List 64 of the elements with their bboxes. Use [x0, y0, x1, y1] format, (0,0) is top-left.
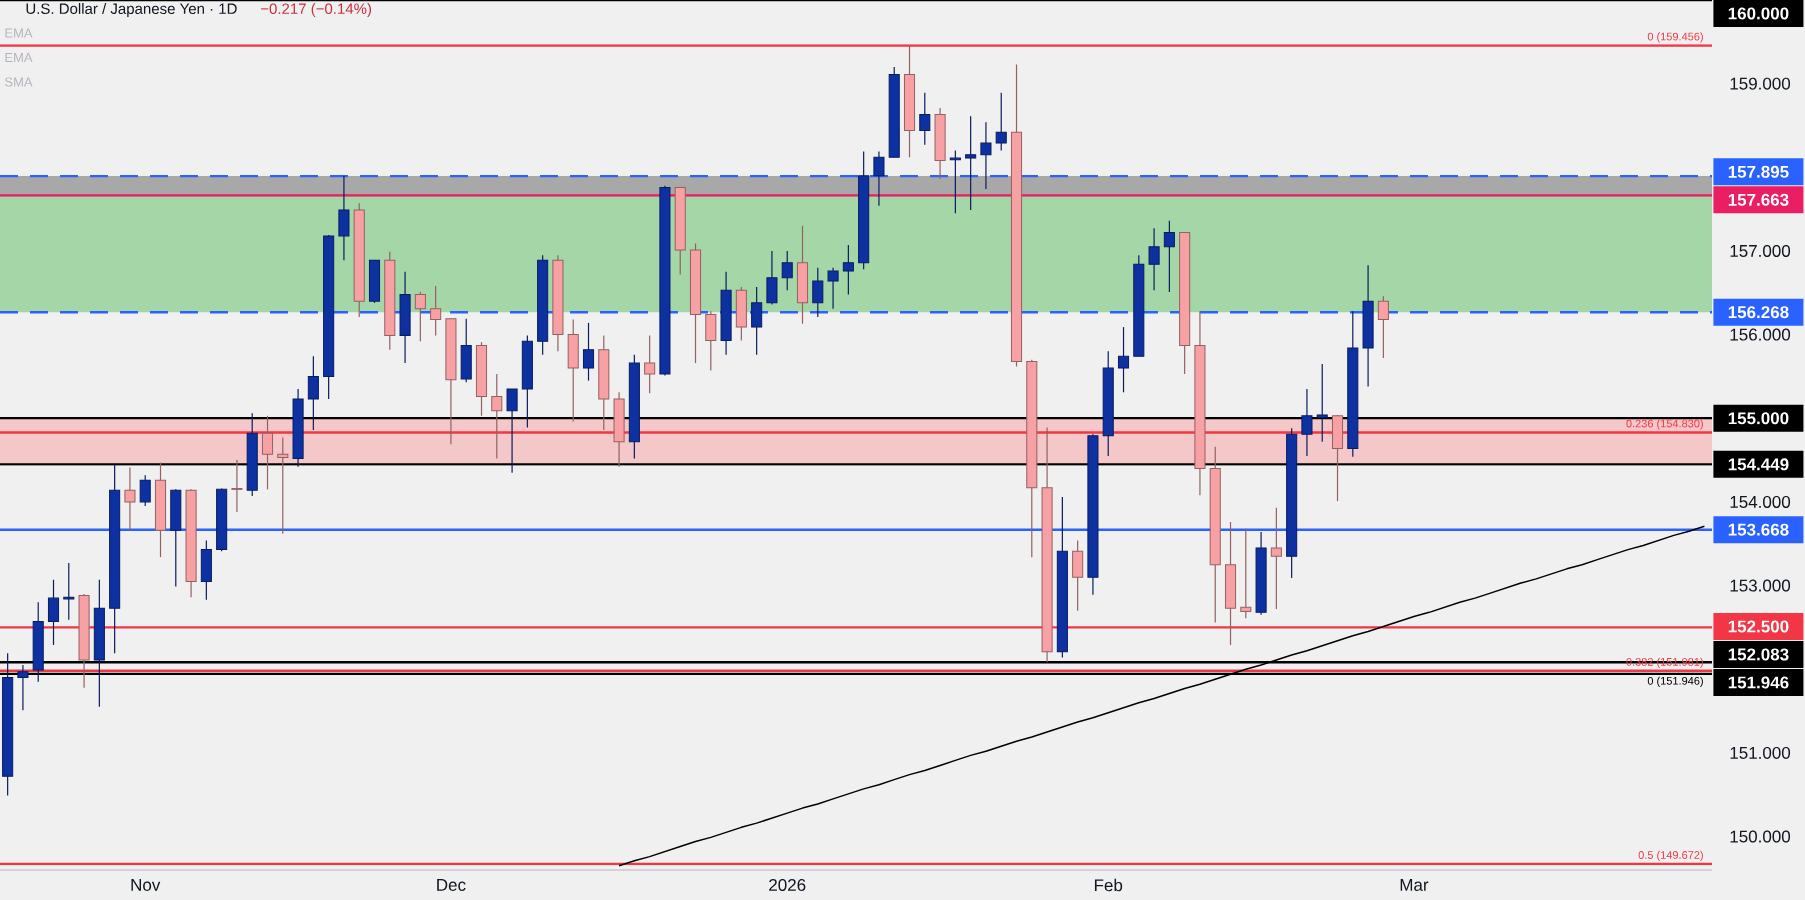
candlestick	[17, 664, 29, 711]
candlestick	[124, 467, 136, 531]
ref-line-label: 152.083	[1728, 648, 1789, 661]
ref-line-label: 153.668	[1728, 523, 1789, 536]
y-tick-label: 157.000	[1730, 244, 1791, 257]
ref-line-label: 152.500	[1728, 620, 1789, 633]
candlestick	[277, 436, 289, 535]
candlestick	[949, 149, 961, 214]
candlestick	[47, 579, 60, 646]
ref-line-label: 154.449	[1728, 458, 1789, 471]
chart-title: U.S. Dollar / Japanese Yen · 1D	[26, 3, 237, 17]
candlestick	[491, 373, 503, 460]
annotation: SMA	[5, 77, 33, 87]
annotation: EMA	[5, 28, 33, 38]
annotation: 0 (159.456)	[1647, 32, 1703, 43]
candlestick	[1270, 507, 1282, 610]
candlestick	[842, 244, 854, 296]
ref-line-label: 160.000	[1728, 7, 1789, 20]
y-tick-label: 154.000	[1730, 495, 1791, 508]
candlestick	[827, 267, 839, 310]
candlestick	[307, 355, 319, 431]
ref-line-label: 151.946	[1728, 676, 1789, 689]
ref-line-label: 156.268	[1728, 306, 1789, 319]
candlestick	[231, 459, 243, 513]
y-tick-label: 156.000	[1730, 328, 1791, 341]
candlestick	[781, 250, 793, 291]
candlestick	[430, 285, 442, 337]
candlestick	[1148, 227, 1160, 291]
ref-line-label: 157.663	[1728, 193, 1789, 206]
x-tick-label: Mar	[1400, 879, 1429, 891]
candlestick	[1301, 388, 1313, 457]
y-tick-label: 150.000	[1730, 830, 1791, 843]
annotation: EMA	[5, 53, 33, 62]
candlestick	[261, 415, 274, 490]
candlestick	[1163, 220, 1175, 293]
candlestick	[980, 121, 992, 190]
candlestick	[995, 92, 1007, 152]
candlestick	[582, 322, 595, 382]
candlestick	[414, 291, 426, 342]
candlestick	[919, 92, 931, 146]
y-tick-label: 159.000	[1730, 77, 1791, 90]
x-tick-label: Feb	[1094, 878, 1123, 892]
x-tick-label: Nov	[131, 879, 161, 891]
annotation: 0.5 (149.672)	[1638, 850, 1703, 862]
candlestick	[1316, 363, 1328, 443]
y-tick-label: 151.000	[1730, 746, 1791, 759]
annotation: 0 (151.946)	[1647, 676, 1703, 687]
candlestick	[1377, 295, 1389, 359]
x-tick-label: 2026	[769, 879, 806, 892]
x-tick-label: Dec	[437, 879, 466, 891]
ref-line-label: 157.895	[1728, 165, 1789, 178]
candlestick	[506, 388, 518, 474]
y-tick-label: 153.000	[1730, 579, 1791, 592]
candlestick	[1117, 326, 1130, 393]
candlestick	[873, 150, 885, 207]
ref-line-label: 155.000	[1728, 412, 1789, 425]
annotation: 0.236 (154.830)	[1626, 419, 1703, 430]
candlestick	[965, 115, 977, 211]
candlestick	[1240, 528, 1252, 619]
candlestick	[63, 562, 75, 621]
chart-subtitle: −0.217 (−0.14%)	[261, 3, 372, 17]
candlestick	[139, 474, 151, 507]
candlestick	[812, 267, 824, 318]
candlestick	[644, 334, 656, 394]
